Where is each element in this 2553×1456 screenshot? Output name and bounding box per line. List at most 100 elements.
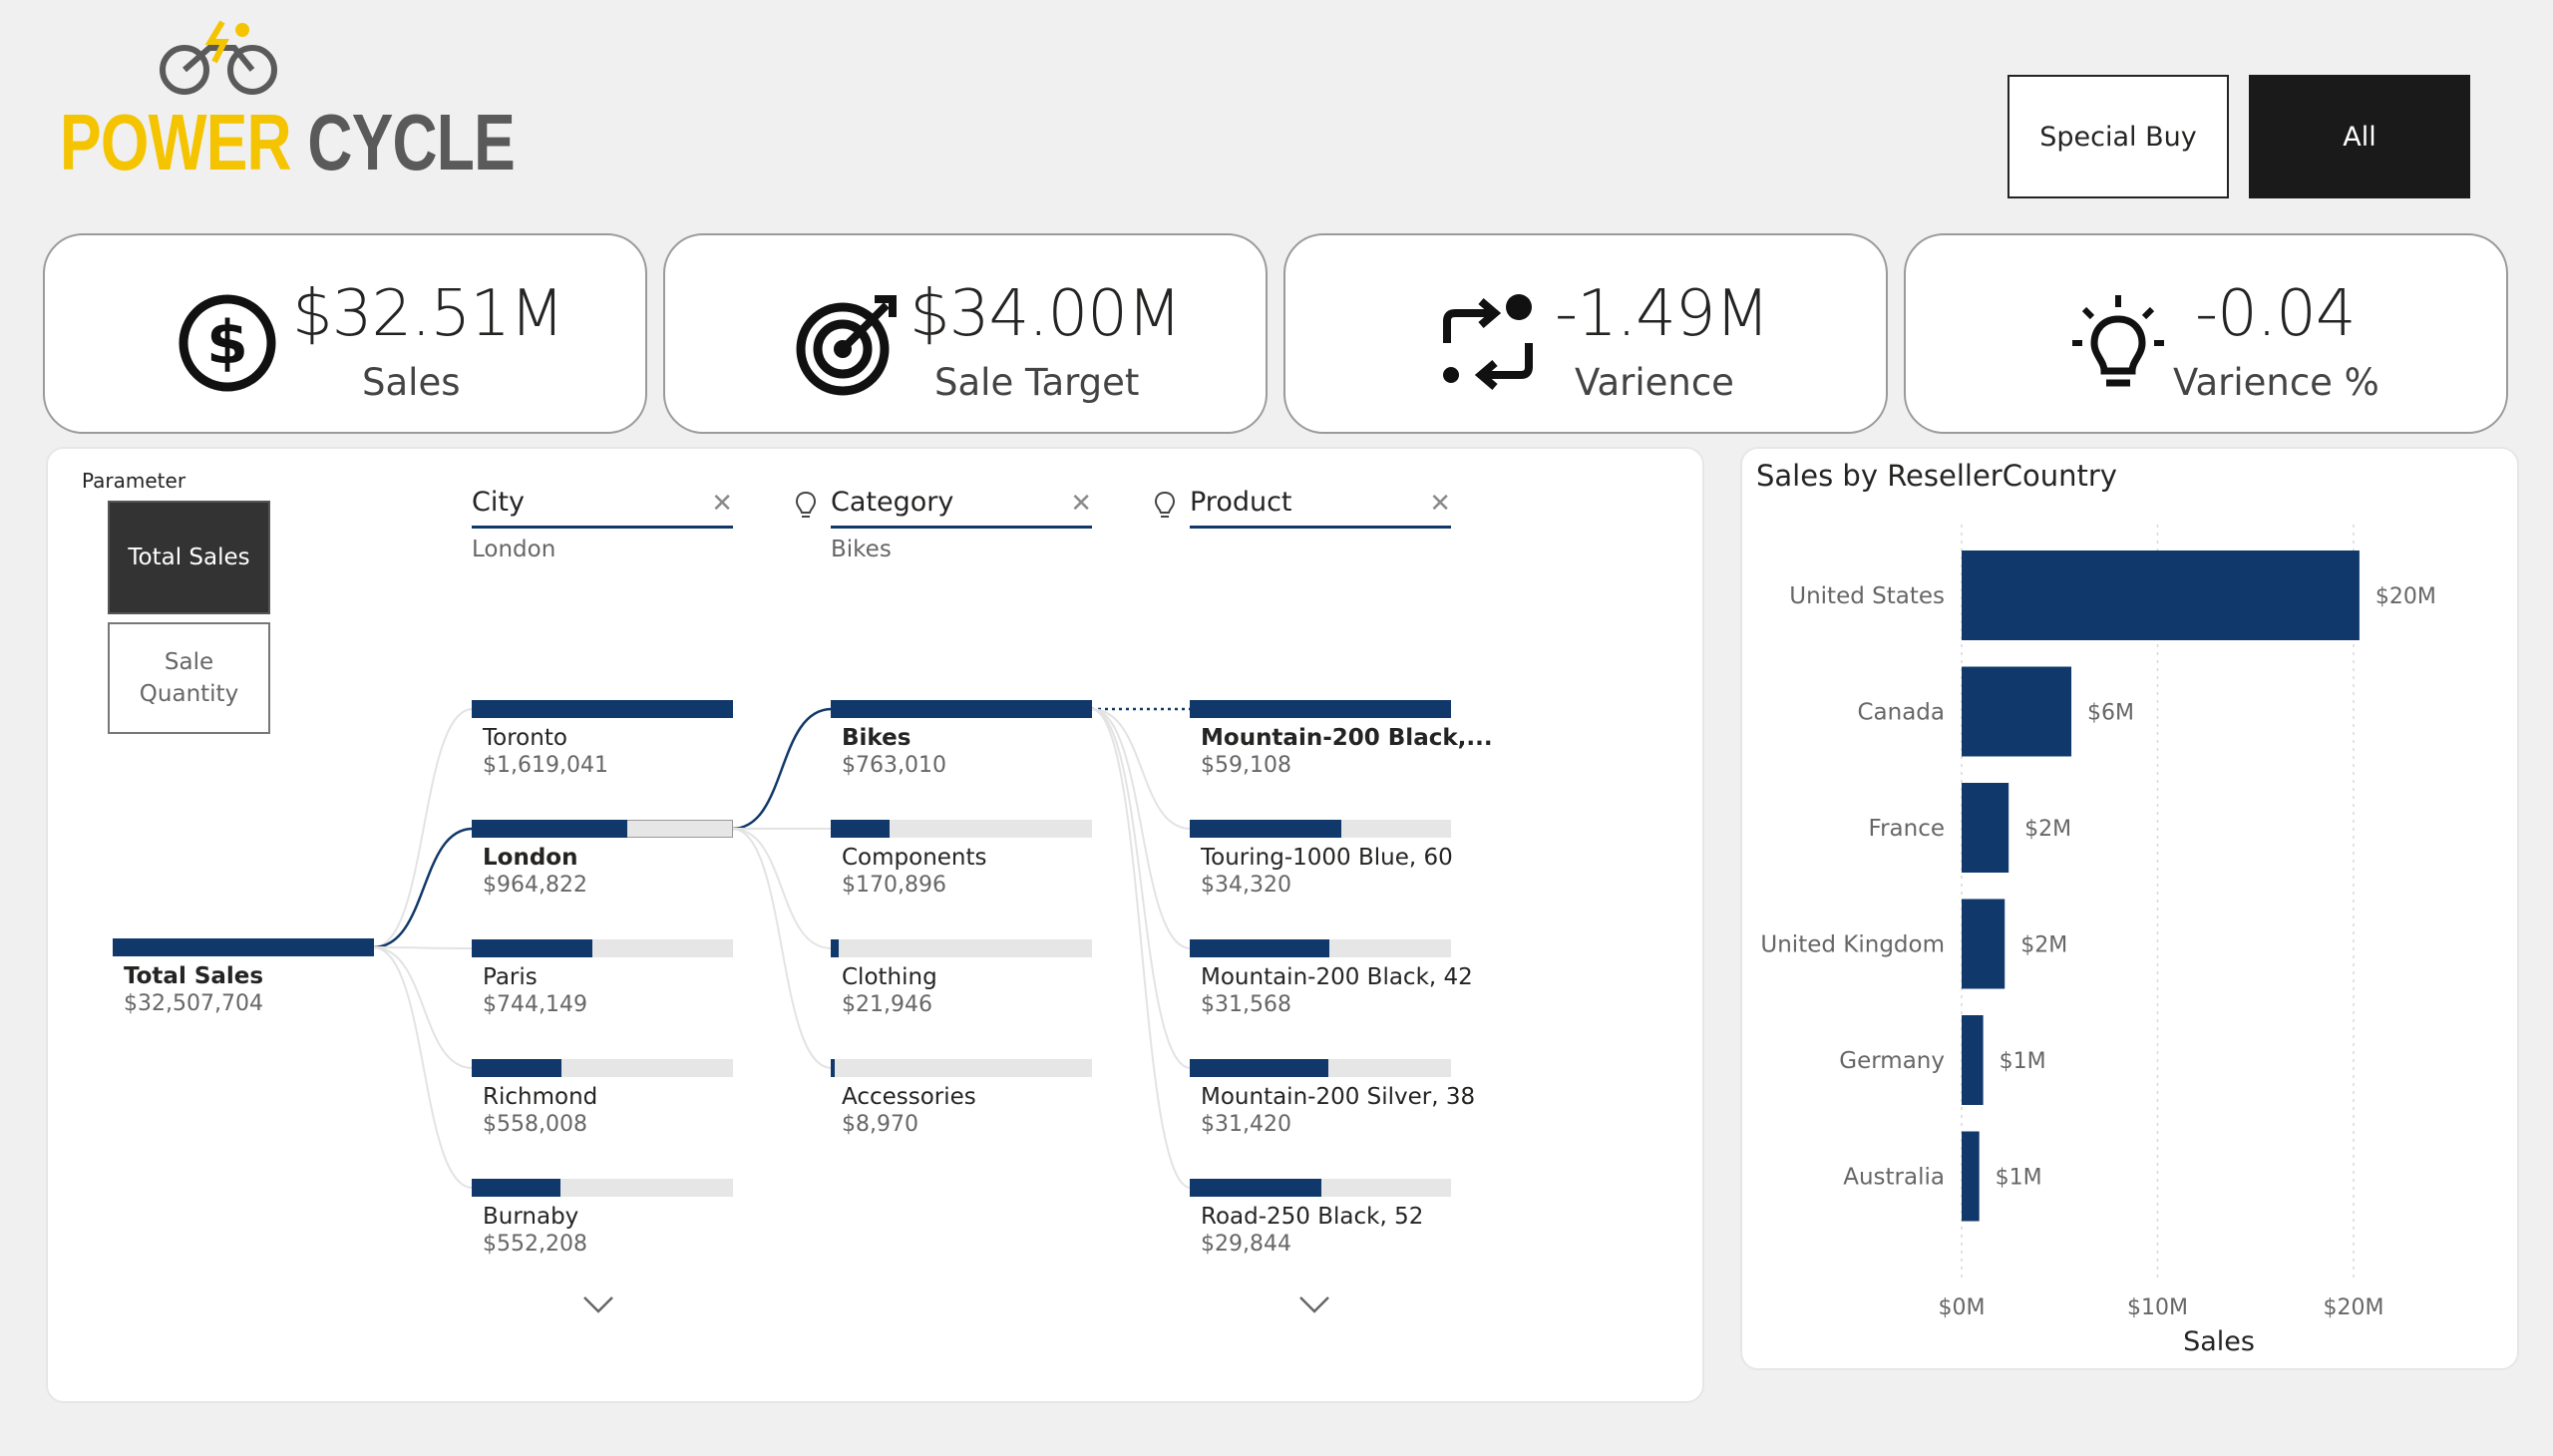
data-label: $1M	[1996, 1166, 2042, 1191]
category-label: Australia	[1843, 1165, 1945, 1191]
tree-column-header-product[interactable]: Product ✕	[1154, 487, 1451, 529]
bar	[1962, 550, 2360, 640]
kpi-card-sale-target: $34.00M Sale Target	[663, 233, 1268, 434]
node-bar	[472, 1059, 561, 1077]
node-bar-track	[831, 820, 1092, 838]
node-value: $31,568	[1201, 992, 1291, 1017]
node-value: $59,108	[1201, 753, 1291, 778]
parameter-option-total-sales[interactable]: Total Sales	[108, 501, 270, 614]
data-label: $6M	[2087, 701, 2134, 726]
node-label: Mountain-200 Silver, 38	[1201, 1084, 1476, 1110]
node-bar	[831, 820, 890, 838]
kpi-label: Varience %	[2173, 361, 2379, 404]
bar	[1962, 783, 2009, 873]
data-label: $2M	[2024, 817, 2071, 842]
kpi-label: Sales	[362, 361, 461, 404]
bar	[1962, 1131, 1980, 1222]
node-label: Toronto	[483, 725, 567, 751]
category-label: United Kingdom	[1760, 932, 1945, 958]
bicycle-icon	[160, 20, 277, 95]
logo-word-cycle: CYCLE	[307, 98, 515, 186]
lightbulb-icon	[2072, 295, 2164, 387]
node-value: $32,507,704	[124, 991, 263, 1016]
variance-arrows-icon	[1443, 294, 1533, 391]
node-value: $31,420	[1201, 1112, 1291, 1137]
node-label: London	[483, 845, 578, 871]
node-value: $1,619,041	[483, 753, 608, 778]
node-bar	[1190, 820, 1341, 838]
node-bar	[1190, 1059, 1328, 1077]
column-title: Category	[831, 487, 954, 518]
tick-label: $0M	[1939, 1295, 1986, 1320]
node-bar	[831, 700, 1092, 718]
node-label: Paris	[483, 964, 538, 990]
decomposition-tree-panel	[46, 447, 1704, 1403]
kpi-label: Varience	[1575, 361, 1734, 404]
node-label: Mountain-200 Black, 42	[1201, 964, 1473, 990]
category-label: United States	[1789, 583, 1945, 609]
parameter-title: Parameter	[82, 469, 186, 493]
node-label: Total Sales	[124, 963, 264, 989]
close-icon[interactable]: ✕	[1070, 489, 1092, 519]
all-button[interactable]: All	[2249, 75, 2470, 198]
column-filter-category: Bikes	[831, 537, 892, 562]
node-label: Burnaby	[483, 1204, 579, 1230]
node-label: Mountain-200 Black,...	[1201, 725, 1493, 751]
column-filter-city: London	[472, 537, 556, 562]
kpi-value: $34.00M	[910, 277, 1182, 351]
node-label: Clothing	[842, 964, 937, 990]
kpi-card-variance-percent: -0.04 Varience %	[1904, 233, 2508, 434]
tree-column-header-city[interactable]: City ✕	[472, 487, 733, 529]
node-label: Road-250 Black, 52	[1201, 1204, 1424, 1230]
node-bar	[1190, 1179, 1321, 1197]
bar	[1962, 1015, 1984, 1105]
node-bar	[831, 1059, 835, 1077]
special-buy-button[interactable]: Special Buy	[2007, 75, 2229, 198]
node-bar	[472, 939, 592, 957]
chevron-down-icon[interactable]	[582, 1294, 614, 1314]
bar	[1962, 666, 2072, 757]
close-icon[interactable]: ✕	[1429, 489, 1451, 519]
category-label: France	[1869, 816, 1945, 842]
node-label: Richmond	[483, 1084, 598, 1110]
node-bar-track	[831, 939, 1092, 957]
category-label: Canada	[1857, 700, 1945, 726]
logo-word-power: POWER	[60, 98, 292, 186]
node-value: $170,896	[842, 873, 946, 898]
kpi-value: -1.49M	[1555, 277, 1770, 351]
node-label: Touring-1000 Blue, 60	[1201, 845, 1453, 871]
kpi-card-variance: -1.49M Varience	[1283, 233, 1888, 434]
node-bar	[113, 938, 374, 956]
kpi-value: -0.04	[2195, 277, 2357, 351]
node-value: $763,010	[842, 753, 946, 778]
node-bar-track	[831, 1059, 1092, 1077]
data-label: $1M	[2000, 1049, 2046, 1074]
node-bar	[472, 700, 733, 718]
node-bar	[472, 820, 627, 838]
data-label: $2M	[2020, 933, 2067, 958]
lightbulb-icon	[795, 491, 817, 518]
chevron-down-icon[interactable]	[1298, 1294, 1330, 1314]
node-value: $34,320	[1201, 873, 1291, 898]
node-value: $29,844	[1201, 1232, 1291, 1257]
node-bar	[831, 939, 839, 957]
svg-text:$: $	[206, 308, 248, 378]
tick-label: $10M	[2127, 1295, 2188, 1320]
node-value: $21,946	[842, 992, 932, 1017]
category-label: Germany	[1839, 1048, 1945, 1074]
column-title: City	[472, 487, 525, 518]
node-value: $964,822	[483, 873, 587, 898]
node-value: $8,970	[842, 1112, 918, 1137]
tree-column-header-category[interactable]: Category ✕	[795, 487, 1092, 529]
node-value: $552,208	[483, 1232, 587, 1257]
node-bar	[1190, 700, 1451, 718]
node-bar	[472, 1179, 560, 1197]
column-title: Product	[1190, 487, 1292, 518]
close-icon[interactable]: ✕	[711, 489, 733, 519]
chart-title: Sales by ResellerCountry	[1756, 459, 2117, 493]
parameter-option-sale-quantity[interactable]: Sale Quantity	[108, 622, 270, 734]
node-value: $744,149	[483, 992, 587, 1017]
dollar-icon: $	[179, 294, 276, 392]
data-label: $20M	[2375, 584, 2436, 609]
